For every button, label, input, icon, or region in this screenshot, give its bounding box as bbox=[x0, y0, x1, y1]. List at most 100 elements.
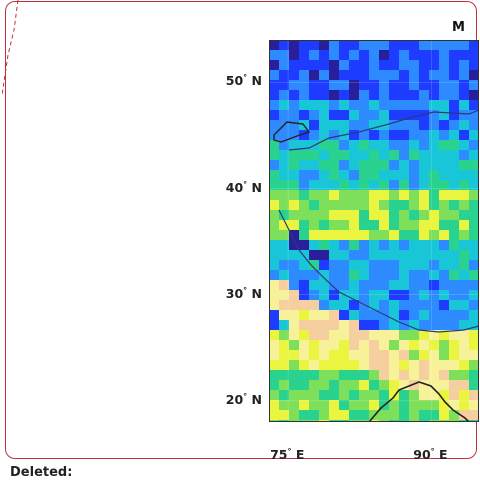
grid-cell bbox=[319, 70, 329, 80]
grid-cell bbox=[449, 370, 459, 380]
grid-cell bbox=[389, 200, 399, 210]
grid-cell bbox=[279, 100, 289, 110]
grid-cell bbox=[459, 360, 469, 370]
grid-cell bbox=[449, 330, 459, 340]
grid-cell bbox=[419, 50, 429, 60]
grid-cell bbox=[429, 60, 439, 70]
grid-cell bbox=[359, 230, 369, 240]
grid-cell bbox=[309, 340, 319, 350]
grid-cell bbox=[349, 260, 359, 270]
grid-cell bbox=[299, 410, 309, 420]
grid-cell bbox=[369, 140, 379, 150]
grid-cell bbox=[429, 300, 439, 310]
grid-cell bbox=[309, 360, 319, 370]
grid-cell bbox=[269, 250, 279, 260]
grid-cell bbox=[369, 260, 379, 270]
grid-cell bbox=[319, 110, 329, 120]
grid-cell bbox=[329, 220, 339, 230]
grid-cell bbox=[359, 100, 369, 110]
grid-cell bbox=[269, 310, 279, 320]
grid-cell bbox=[439, 180, 449, 190]
grid-cell bbox=[369, 150, 379, 160]
grid-cell bbox=[339, 180, 349, 190]
grid-cell bbox=[369, 380, 379, 390]
grid-cell bbox=[399, 90, 409, 100]
grid-cell bbox=[289, 70, 299, 80]
grid-cell bbox=[289, 270, 299, 280]
grid-cell bbox=[329, 370, 339, 380]
grid-cell bbox=[269, 60, 279, 70]
grid-cell bbox=[339, 280, 349, 290]
grid-cell bbox=[269, 390, 279, 400]
grid-cell bbox=[349, 140, 359, 150]
grid-cell bbox=[419, 370, 429, 380]
grid-cell bbox=[429, 350, 439, 360]
grid-cell bbox=[399, 360, 409, 370]
grid-cell bbox=[339, 120, 349, 130]
grid-cell bbox=[339, 380, 349, 390]
grid-cell bbox=[299, 140, 309, 150]
grid-cell bbox=[459, 90, 469, 100]
grid-cell bbox=[289, 280, 299, 290]
grid-cell bbox=[369, 60, 379, 70]
grid-cell bbox=[399, 330, 409, 340]
grid-cell bbox=[389, 80, 399, 90]
grid-cell bbox=[309, 350, 319, 360]
grid-cell bbox=[469, 270, 479, 280]
grid-cell bbox=[389, 260, 399, 270]
grid-cell bbox=[379, 40, 389, 50]
grid-cell bbox=[349, 220, 359, 230]
grid-cell bbox=[359, 150, 369, 160]
grid-cell bbox=[409, 190, 419, 200]
grid-cell bbox=[369, 190, 379, 200]
grid-cell bbox=[439, 390, 449, 400]
grid-cell bbox=[379, 90, 389, 100]
grid-cell bbox=[399, 130, 409, 140]
grid-cell bbox=[449, 240, 459, 250]
grid-cell bbox=[399, 80, 409, 90]
grid-cell bbox=[389, 380, 399, 390]
grid-cell bbox=[309, 90, 319, 100]
grid-cell bbox=[299, 330, 309, 340]
grid-cell bbox=[309, 60, 319, 70]
grid-cell bbox=[429, 240, 439, 250]
grid-cell bbox=[299, 190, 309, 200]
grid-cell bbox=[279, 390, 289, 400]
grid-cell bbox=[469, 390, 479, 400]
grid-cell bbox=[359, 190, 369, 200]
grid-cell bbox=[289, 100, 299, 110]
grid-cell bbox=[339, 190, 349, 200]
grid-cell bbox=[369, 350, 379, 360]
grid-cell bbox=[429, 260, 439, 270]
grid-cell bbox=[409, 410, 419, 420]
grid-cell bbox=[459, 390, 469, 400]
grid-cell bbox=[279, 220, 289, 230]
grid-cell bbox=[399, 350, 409, 360]
grid-cell bbox=[329, 390, 339, 400]
grid-cell bbox=[449, 190, 459, 200]
grid-cell bbox=[269, 190, 279, 200]
grid-cell bbox=[469, 140, 479, 150]
grid-cell bbox=[269, 170, 279, 180]
grid-cell bbox=[419, 320, 429, 330]
grid-cell bbox=[329, 300, 339, 310]
grid-cell bbox=[299, 360, 309, 370]
grid-cell bbox=[469, 240, 479, 250]
grid-cell bbox=[349, 300, 359, 310]
grid-cell bbox=[269, 220, 279, 230]
grid-cell bbox=[389, 360, 399, 370]
grid-cell bbox=[329, 200, 339, 210]
grid-cell bbox=[299, 380, 309, 390]
grid-cell bbox=[459, 130, 469, 140]
grid-cell bbox=[269, 70, 279, 80]
grid-cell bbox=[319, 160, 329, 170]
grid-cell bbox=[409, 130, 419, 140]
grid-cell bbox=[399, 230, 409, 240]
grid-cell bbox=[279, 190, 289, 200]
grid-cell bbox=[469, 410, 479, 420]
grid-cell bbox=[429, 70, 439, 80]
grid-cell bbox=[309, 190, 319, 200]
grid-cell bbox=[429, 400, 439, 410]
grid-cell bbox=[329, 190, 339, 200]
grid-cell bbox=[339, 40, 349, 50]
